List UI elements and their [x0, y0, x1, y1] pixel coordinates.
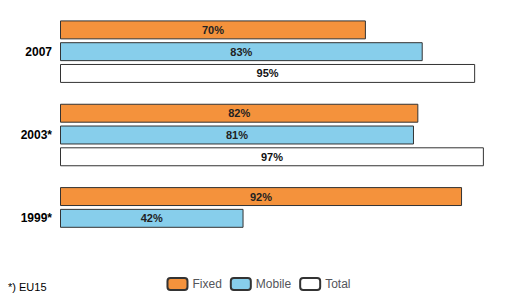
- svg-text:*) EU15: *) EU15: [8, 281, 47, 293]
- svg-text:42%: 42%: [141, 212, 163, 224]
- svg-text:Fixed: Fixed: [192, 277, 221, 291]
- svg-text:2007: 2007: [25, 45, 52, 59]
- svg-text:95%: 95%: [257, 67, 279, 79]
- svg-text:83%: 83%: [230, 46, 252, 58]
- svg-text:Mobile: Mobile: [256, 277, 292, 291]
- svg-text:70%: 70%: [202, 24, 224, 36]
- svg-text:Total: Total: [325, 277, 350, 291]
- svg-text:82%: 82%: [228, 107, 250, 119]
- svg-text:97%: 97%: [261, 151, 283, 163]
- svg-text:2003*: 2003*: [21, 128, 53, 142]
- svg-text:81%: 81%: [226, 129, 248, 141]
- svg-text:92%: 92%: [250, 191, 272, 203]
- svg-text:1999*: 1999*: [21, 211, 53, 225]
